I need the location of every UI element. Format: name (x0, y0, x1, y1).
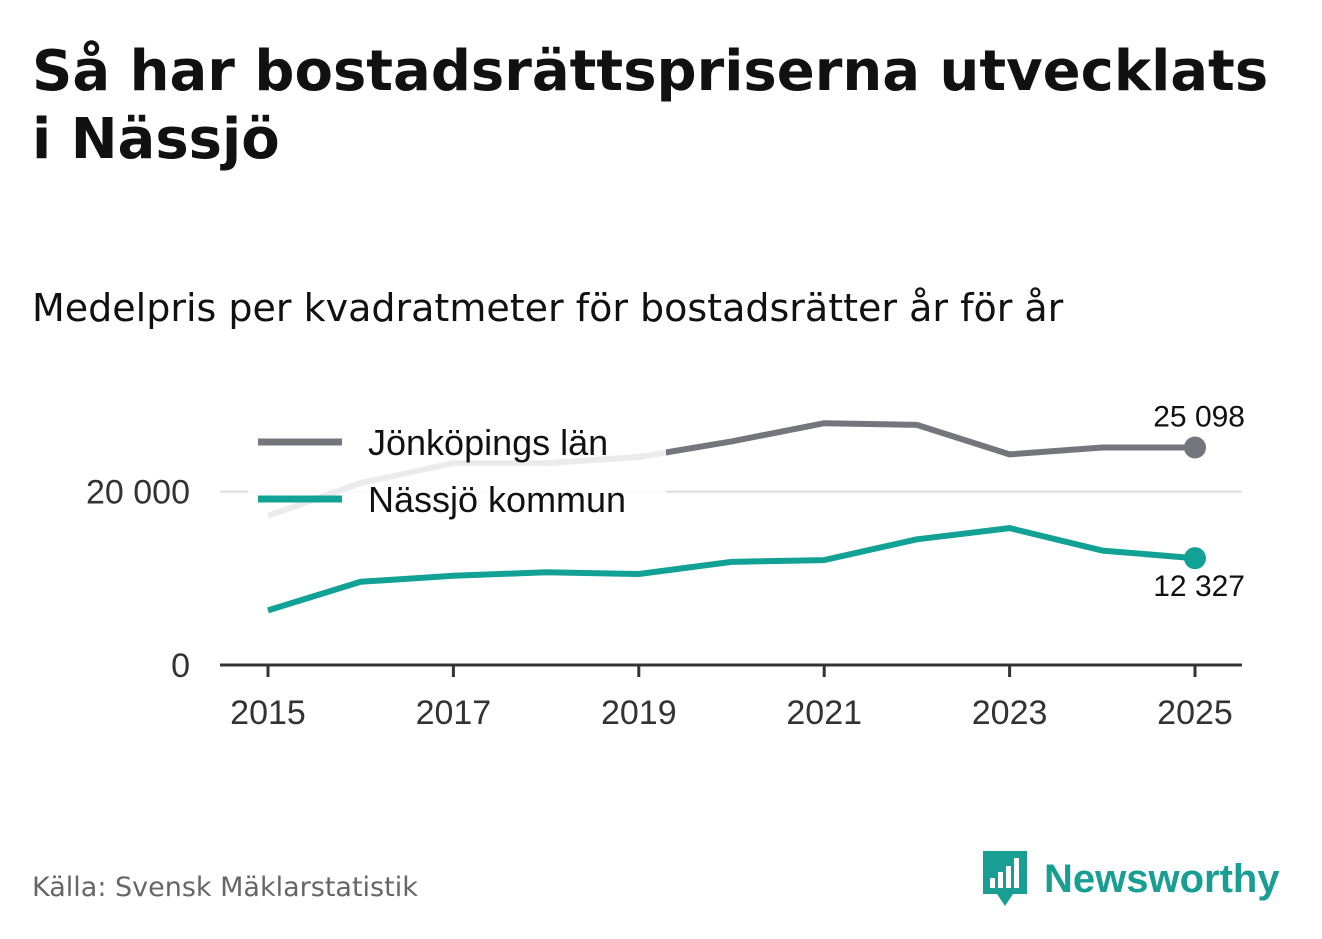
y-tick-label: 20 000 (86, 474, 190, 512)
legend-label: Nässjö kommun (368, 479, 626, 520)
end-value-label: 25 098 (1153, 400, 1245, 433)
legend: Jönköpings län Nässjö kommun (248, 418, 666, 530)
chart-subtitle: Medelpris per kvadratmeter för bostadsrä… (32, 286, 1064, 330)
x-tick-label: 2015 (230, 694, 306, 732)
x-tick-label: 2019 (601, 694, 677, 732)
x-tick-label: 2017 (416, 694, 492, 732)
y-axis-ticks: 0 20 000 (86, 474, 190, 685)
end-point-jonkopings-lan (1184, 436, 1206, 459)
brand-logo: Newsworthy (980, 848, 1280, 910)
legend-label: Jönköpings län (368, 422, 608, 463)
y-tick-label: 0 (171, 647, 190, 685)
x-axis: 2015 2017 2019 2021 2023 2025 (220, 663, 1242, 732)
x-tick-label: 2021 (786, 694, 862, 732)
newsworthy-logo-icon (983, 851, 1027, 906)
source-note: Källa: Svensk Mäklarstatistik (32, 872, 418, 903)
x-tick-label: 2025 (1157, 694, 1233, 732)
series-line-nassjo-kommun (267, 525, 1196, 614)
legend-background (248, 418, 666, 530)
x-tick-label: 2023 (972, 694, 1048, 732)
chart-title: Så har bostadsrättspriserna utvecklats i… (32, 39, 1269, 172)
end-value-label: 12 327 (1153, 570, 1245, 603)
end-value-labels: 25 098 12 327 (1153, 400, 1245, 603)
end-point-nassjo-kommun (1184, 547, 1206, 570)
brand-name: Newsworthy (1044, 856, 1280, 901)
